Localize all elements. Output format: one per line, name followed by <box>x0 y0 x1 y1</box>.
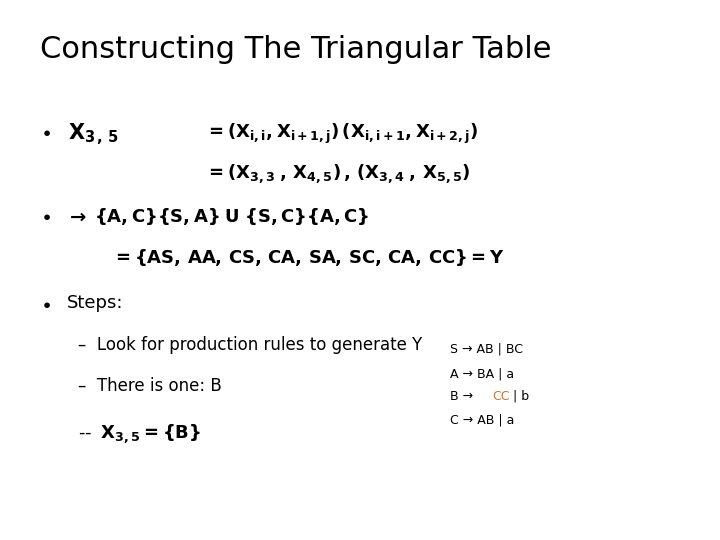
Text: B →: B → <box>450 390 477 403</box>
Text: Steps:: Steps: <box>67 294 123 312</box>
Text: $\mathbf{\rightarrow}$: $\mathbf{\rightarrow}$ <box>66 206 87 225</box>
Text: $\mathbf{= \{AS,\,AA,\,CS,\,CA,\,SA,\,SC,\,CA,\,CC\} = Y}$: $\mathbf{= \{AS,\,AA,\,CS,\,CA,\,SA,\,SC… <box>112 247 504 268</box>
Text: A → BA | a: A → BA | a <box>450 367 514 380</box>
Text: $\bullet$: $\bullet$ <box>40 206 50 225</box>
Text: Constructing The Triangular Table: Constructing The Triangular Table <box>40 35 551 64</box>
Text: C → AB | a: C → AB | a <box>450 413 514 426</box>
Text: S → AB | BC: S → AB | BC <box>450 343 523 356</box>
Text: CC: CC <box>492 390 509 403</box>
Text: $\bullet$: $\bullet$ <box>40 294 50 313</box>
Text: | b: | b <box>509 390 529 403</box>
Text: –  There is one: B: – There is one: B <box>78 377 222 395</box>
Text: $\mathbf{X_{3\,,\,5}}$: $\mathbf{X_{3\,,\,5}}$ <box>68 122 120 147</box>
Text: $\mathbf{\text{--}\;\;X_{3,5} = \{B\}}$: $\mathbf{\text{--}\;\;X_{3,5} = \{B\}}$ <box>78 422 201 445</box>
Text: –  Look for production rules to generate Y: – Look for production rules to generate … <box>78 336 422 354</box>
Text: $\mathbf{\{A,C\}\{S,A\}\;U\;\{S,C\}\{A,C\}}$: $\mathbf{\{A,C\}\{S,A\}\;U\;\{S,C\}\{A,C… <box>94 206 369 227</box>
Text: $\mathbf{= (X_{i,i},X_{i+1,j})\,(X_{i,i+1},X_{i+2,j})}$: $\mathbf{= (X_{i,i},X_{i+1,j})\,(X_{i,i+… <box>205 122 479 146</box>
Text: $\bullet$: $\bullet$ <box>40 122 50 140</box>
Text: $\mathbf{= (X_{3,3}\;,\,X_{4,5})\,,\,(X_{3,4}\;,\,X_{5,5})}$: $\mathbf{= (X_{3,3}\;,\,X_{4,5})\,,\,(X_… <box>205 162 470 185</box>
